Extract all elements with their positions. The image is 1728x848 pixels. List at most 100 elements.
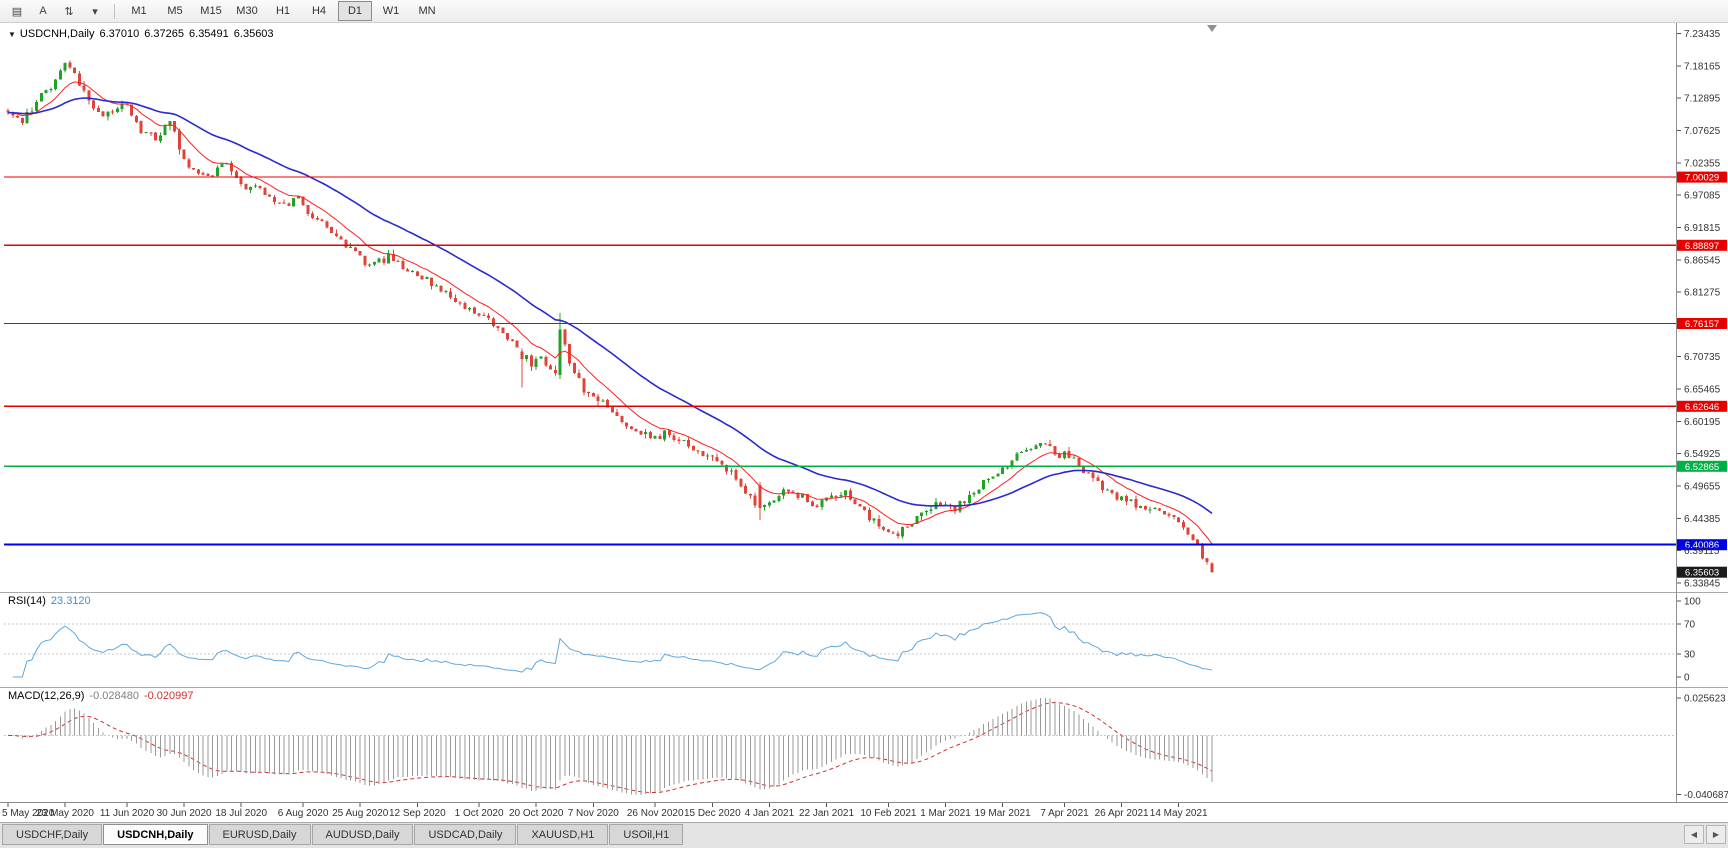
macd-panel: 0.025623 -0.040687 [4,694,1728,801]
price-axis-label: 6.97085 [1684,191,1721,202]
timeframe-button-w1[interactable]: W1 [382,5,400,17]
price-hline-badge-label: 6.88897 [1685,241,1719,252]
rsi-axis-label: 100 [1684,597,1701,608]
price-axis-label: 6.33845 [1684,579,1721,590]
date-axis-label: 30 Jun 2020 [157,808,212,819]
tabs-scroll-left-icon[interactable]: ◀ [1684,825,1704,844]
price-axis: 7.23435 7.18165 7.12895 7.07625 7.02355 6.970… [1677,29,1721,590]
chart-tab-usdcnh[interactable]: USDCNH,Daily [103,824,208,845]
timeframe-button-m5[interactable]: M5 [167,5,183,17]
date-axis-label: 7 Apr 2021 [1040,808,1089,819]
moving-average-34-line [7,97,1213,515]
date-axis-label: 15 Dec 2020 [684,808,741,819]
price-hline-badge [1677,460,1727,472]
chart-tab-usdcad[interactable]: USDCAD,Daily [414,824,517,845]
date-axis-label: 1 Oct 2020 [455,808,504,819]
horizontal-level-lines: 7.00029 6.88897 6.76157 6.62646 6.52865 6.400… [4,171,1727,551]
timeframe-button-d1[interactable]: D1 [338,1,372,21]
price-axis-label: 7.18165 [1684,61,1721,72]
price-axis-label: 7.12895 [1684,94,1721,105]
price-axis-label: 6.86545 [1684,255,1721,266]
price-hline-badge [1677,539,1727,551]
date-axis-label: 20 Oct 2020 [509,808,564,819]
price-axis-label: 6.39115 [1684,546,1720,557]
macd-axis-label: -0.040687 [1684,790,1728,801]
price-axis-label: 6.44385 [1684,514,1721,525]
tabs-scroll-right-icon[interactable]: ▶ [1706,825,1726,844]
date-axis-label: 18 Jul 2020 [215,808,267,819]
chart-tab-xauusd[interactable]: XAUUSD,H1 [517,824,609,845]
chart-canvas[interactable]: 7.00029 6.88897 6.76157 6.62646 6.52865 6.400… [0,23,1728,822]
text-tool-icon[interactable]: A [39,5,47,17]
sort-arrows-icon[interactable]: ⇅ [64,5,74,18]
date-axis-label: 5 May 2020 [2,808,55,819]
price-axis-label: 6.60195 [1684,417,1721,428]
timeframe-button-m1[interactable]: M1 [131,5,147,17]
price-hline-badge-label: 7.00029 [1685,173,1719,184]
price-hline-badge-label: 6.62646 [1685,402,1719,413]
chart-list-icon[interactable]: ▤ [11,5,23,18]
date-axis-label: 1 Mar 2021 [920,808,971,819]
date-axis-label: 26 Nov 2020 [627,808,684,819]
price-hline-badge [1677,318,1727,329]
date-axis-label: 10 Feb 2021 [860,808,917,819]
date-axis-label: 23 May 2020 [36,808,94,819]
dropdown-arrow-icon[interactable]: ▾ [92,5,98,18]
date-axis-label: 14 May 2021 [1150,808,1208,819]
candlestick-series [6,60,1214,573]
chart-tabs: USDCHF,Daily USDCNH,Daily EURUSD,Daily AUDU… [2,824,684,845]
price-axis-label: 7.02355 [1684,158,1721,169]
date-axis-label: 22 Jan 2021 [799,808,854,819]
toolbar-separator [114,3,115,19]
top-toolbar: ▤ A ⇅ ▾ M1 M5 M15 M30 H1 H4 D1 W1 MN [0,0,1728,23]
price-hline-badge [1677,400,1727,412]
price-axis-label: 7.23435 [1684,29,1721,40]
price-axis-label: 6.91815 [1684,223,1721,234]
price-axis-label: 6.70735 [1684,352,1721,363]
price-axis-label: 6.65465 [1684,385,1721,396]
price-hline-badge [1677,171,1727,183]
rsi-line [12,612,1213,678]
macd-axis-label: 0.025623 [1684,694,1726,705]
toolbar-tool-icons: ▤ A ⇅ ▾ [4,2,108,21]
rsi-axis-label: 0 [1684,673,1690,684]
timeframe-button-h4[interactable]: H4 [311,5,327,17]
price-axis-label: 7.07625 [1684,126,1721,137]
current-price-badge: 6.35603 [1677,566,1727,579]
chart-area[interactable]: 7.00029 6.88897 6.76157 6.62646 6.52865 6.400… [0,23,1728,822]
date-axis-label: 25 Aug 2020 [332,808,389,819]
price-hline-badge-label: 6.76157 [1685,319,1719,330]
timeframe-button-h1[interactable]: H1 [275,5,291,17]
date-axis-label: 19 Mar 2021 [975,808,1032,819]
rsi-panel: 100 70 30 0 [4,597,1701,684]
chart-tab-eurusd[interactable]: EURUSD,Daily [208,824,311,845]
date-axis-label: 11 Jun 2020 [100,808,155,819]
rsi-axis-label: 70 [1684,619,1696,630]
chart-tab-bar: USDCHF,Daily USDCNH,Daily EURUSD,Daily AUDU… [0,822,1728,848]
timeframe-buttons: M1 M5 M15 M30 H1 H4 D1 W1 MN [121,1,445,21]
date-axis-label: 26 Apr 2021 [1095,808,1149,819]
price-axis-label: 6.81275 [1684,288,1721,299]
timeframe-button-m15[interactable]: M15 [200,5,222,17]
svg-text:6.35603: 6.35603 [1685,568,1719,579]
macd-histogram [12,698,1213,795]
chart-tab-usdchf[interactable]: USDCHF,Daily [2,824,103,845]
moving-average-10-line [7,81,1213,545]
chart-tab-usoil[interactable]: USOil,H1 [609,824,684,845]
date-axis-label: 7 Nov 2020 [568,808,620,819]
timeframe-button-mn[interactable]: MN [418,5,436,17]
price-hline-badge-label: 6.40086 [1685,540,1719,551]
date-axis-label: 4 Jan 2021 [745,808,795,819]
price-axis-label: 6.54925 [1684,449,1721,460]
chart-tab-audusd[interactable]: AUDUSD,Daily [311,824,414,845]
rsi-axis-label: 30 [1684,650,1696,661]
chart-shift-marker-icon[interactable] [1207,25,1217,32]
price-hline-badge-label: 6.52865 [1685,462,1719,473]
date-axis-label: 12 Sep 2020 [389,808,446,819]
tab-scroll-controls: ◀ ▶ [1684,824,1726,844]
timeframe-button-m30[interactable]: M30 [236,5,258,17]
date-axis-label: 6 Aug 2020 [278,808,329,819]
price-hline-badge [1677,239,1727,251]
